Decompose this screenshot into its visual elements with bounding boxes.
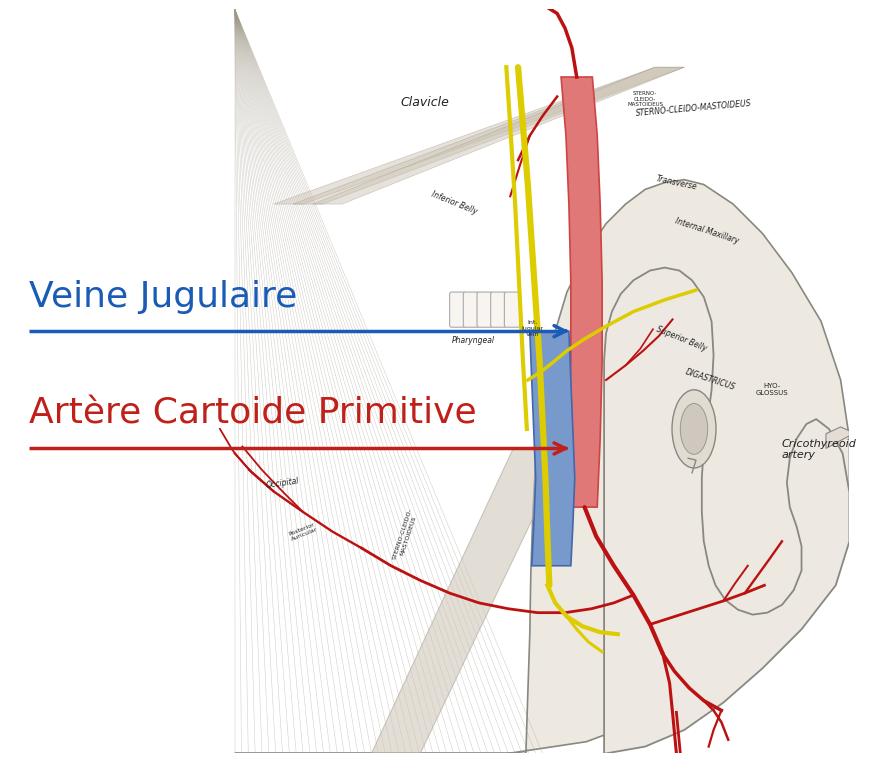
Polygon shape [313,67,684,204]
Text: Posterior
Auricular: Posterior Auricular [289,522,319,543]
Text: Pharyngeal: Pharyngeal [452,336,494,345]
Text: Int.
Jugular
Vein: Int. Jugular Vein [521,321,544,337]
Polygon shape [530,331,574,565]
Text: Internal Maxillary: Internal Maxillary [674,216,740,245]
Polygon shape [371,449,553,754]
Ellipse shape [680,404,707,454]
Polygon shape [293,67,684,204]
Polygon shape [826,427,849,449]
Text: Inferior Belly: Inferior Belly [430,189,479,216]
Text: Artère Cartoide Primitive: Artère Cartoide Primitive [30,397,477,431]
Text: STERNO-CLEIDO-MASTOIDEUS: STERNO-CLEIDO-MASTOIDEUS [635,99,752,118]
FancyBboxPatch shape [449,292,465,327]
Text: Clavicle: Clavicle [401,96,449,109]
Text: HYO-
GLOSSUS: HYO- GLOSSUS [756,383,788,395]
FancyBboxPatch shape [504,292,520,327]
Polygon shape [274,67,684,204]
Text: Superior Belly: Superior Belly [655,325,708,353]
FancyBboxPatch shape [477,292,493,327]
Text: STERNO-CLEIDO-
MASTOIDEUS: STERNO-CLEIDO- MASTOIDEUS [392,507,419,562]
Text: Cricothyreoid
artery: Cricothyreoid artery [782,439,857,460]
Text: STERNO-
CLEIDO-
MASTOIDEUS: STERNO- CLEIDO- MASTOIDEUS [627,91,663,107]
Text: Occipital: Occipital [266,476,300,489]
Ellipse shape [672,390,716,468]
Text: DIGASTRICUS: DIGASTRICUS [684,367,737,392]
Polygon shape [561,77,602,507]
FancyBboxPatch shape [491,292,507,327]
Text: Transverse: Transverse [655,174,698,191]
Polygon shape [235,180,849,754]
Text: Veine Jugulaire: Veine Jugulaire [30,280,297,313]
Polygon shape [604,267,849,754]
FancyBboxPatch shape [463,292,479,327]
